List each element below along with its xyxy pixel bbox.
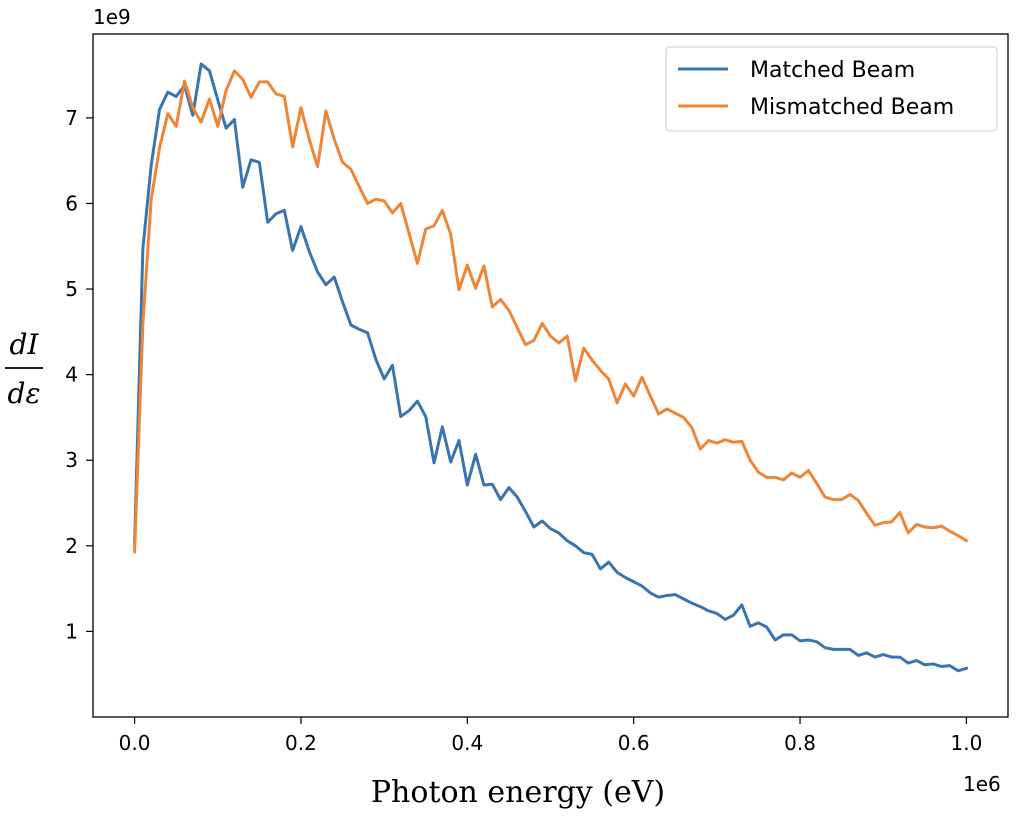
series-line-matched-beam xyxy=(133,62,969,673)
legend-label-matched-beam: Matched Beam xyxy=(750,58,915,83)
y-tick-label: 3 xyxy=(65,448,78,472)
legend-box xyxy=(665,46,998,132)
y-tick-label: 2 xyxy=(65,534,78,558)
series-line-mismatched-beam xyxy=(133,69,969,554)
plot-area xyxy=(93,34,1008,717)
y-tick-label: 4 xyxy=(65,363,78,387)
x-tick-label: 0.0 xyxy=(119,731,151,755)
y-axis: 1 2 3 4 5 6 7 xyxy=(65,106,93,643)
y-offset-label: 1e9 xyxy=(93,5,131,29)
x-tick-label: 0.4 xyxy=(451,731,483,755)
y-axis-label: dI dε xyxy=(5,328,43,410)
x-tick-label: 1.0 xyxy=(951,731,983,755)
x-offset-label: 1e6 xyxy=(963,772,1001,796)
x-tick-label: 0.6 xyxy=(618,731,650,755)
legend-label-mismatched-beam: Mismatched Beam xyxy=(750,95,954,120)
y-tick-label: 5 xyxy=(65,277,78,301)
y-tick-label: 1 xyxy=(65,619,78,643)
series-layer xyxy=(133,62,969,673)
x-tick-label: 0.2 xyxy=(285,731,317,755)
y-axis-label-denominator: dε xyxy=(8,377,41,410)
x-axis-label: Photon energy (eV) xyxy=(371,775,665,810)
legend: Matched Beam Mismatched Beam xyxy=(665,46,998,132)
y-axis-label-numerator: dI xyxy=(10,328,40,361)
x-tick-label: 0.8 xyxy=(784,731,816,755)
y-tick-label: 7 xyxy=(65,106,78,130)
x-axis: 0.0 0.2 0.4 0.6 0.8 1.0 xyxy=(119,717,983,755)
y-tick-label: 6 xyxy=(65,191,78,215)
plot-border xyxy=(92,33,1009,718)
